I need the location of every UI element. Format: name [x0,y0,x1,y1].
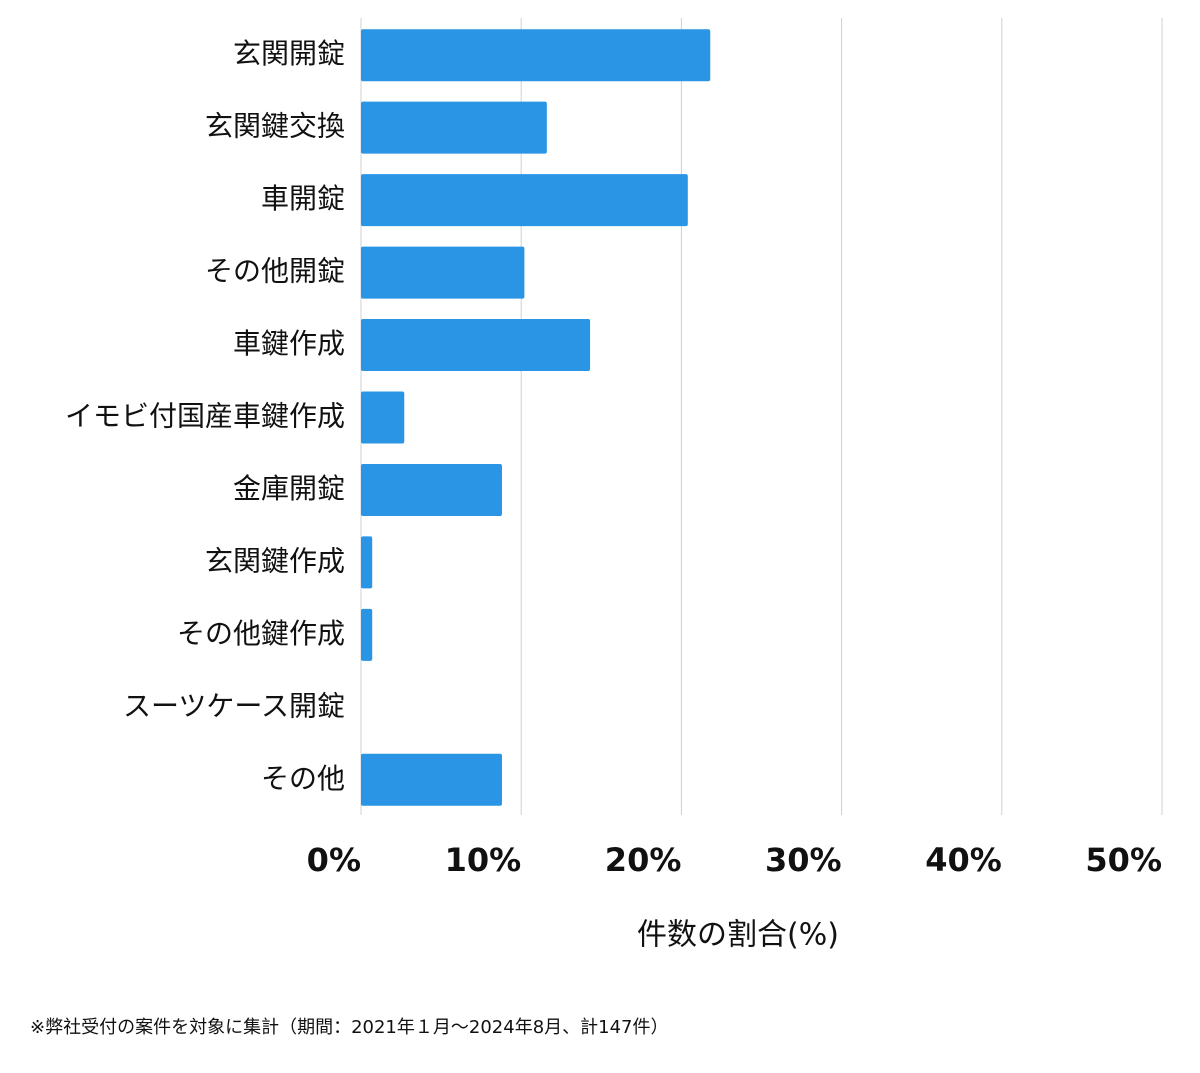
y-tick-label: 車鍵作成 [233,327,345,360]
bar [361,174,688,227]
footnote: ※弊社受付の案件を対象に集計（期間：2021年１月〜2024年8月、計147件） [30,1017,669,1038]
y-tick-label: その他開錠 [205,255,345,288]
y-tick-label: 車開錠 [261,182,345,215]
x-tick-label: 50% [1085,841,1162,879]
y-tick-label: スーツケース開錠 [123,689,345,722]
bar [361,536,373,589]
bar [361,319,591,372]
x-axis-title: 件数の割合(%) [637,918,839,953]
bar [361,101,547,154]
x-tick-label: 30% [765,841,842,879]
y-tick-label: 玄関鍵交換 [205,110,345,143]
bar [361,753,502,806]
bar [361,29,711,82]
y-tick-label: 玄関鍵作成 [205,544,345,577]
bar [361,463,502,516]
bar [361,246,525,299]
x-tick-label: 10% [445,841,522,879]
y-tick-label: 玄関開錠 [233,37,345,70]
y-tick-label: 金庫開錠 [233,472,345,505]
x-tick-label: 20% [605,841,682,879]
y-tick-label: その他鍵作成 [177,617,345,650]
y-tick-label: イモビ付国産車鍵作成 [65,400,345,433]
y-tick-label: その他 [261,762,345,795]
x-tick-label: 0% [307,841,361,879]
bar [361,391,405,444]
x-tick-label: 40% [925,841,1002,879]
bar [361,608,373,661]
